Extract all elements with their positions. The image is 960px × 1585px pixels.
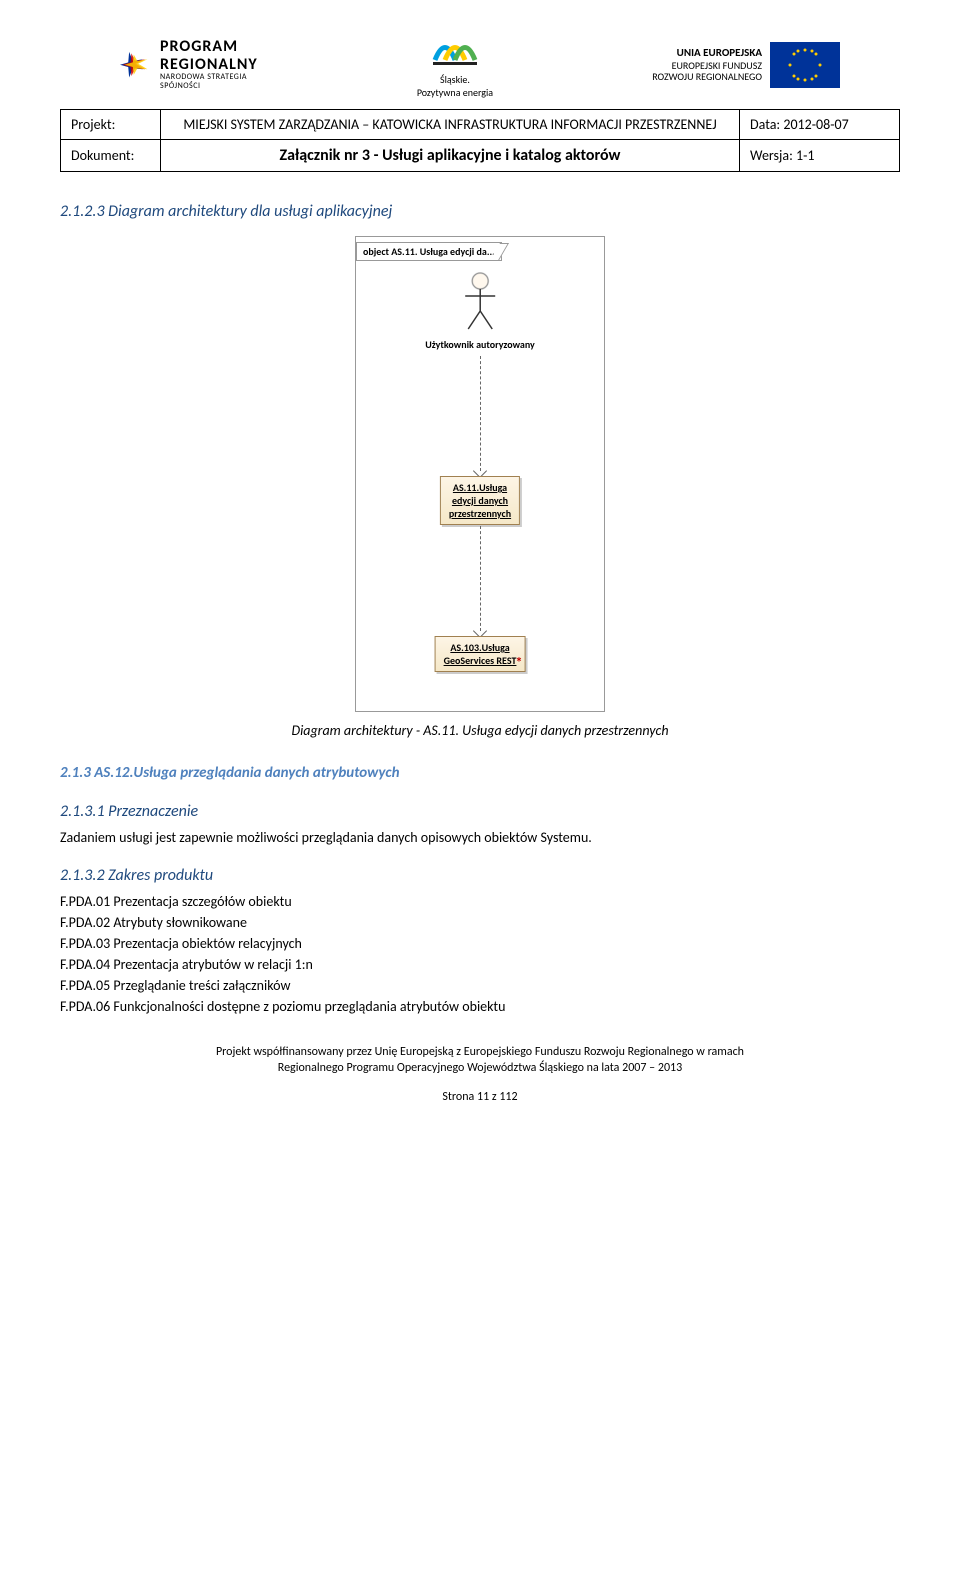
uml-dependency-line — [480, 526, 481, 631]
heading-2-1-3-1: 2.1.3.1 Przeznaczenie — [60, 802, 900, 821]
list-item: F.PDA.04 Prezentacja atrybutów w relacji… — [60, 956, 900, 973]
diagram-caption: Diagram architektury - AS.11. Usługa edy… — [60, 722, 900, 739]
data-cell: Data: 2012-08-07 — [740, 110, 900, 140]
przeznaczenie-text: Zadaniem usługi jest zapewnie możliwości… — [60, 829, 900, 846]
logo-program-line1: PROGRAM — [160, 38, 258, 56]
logo-program-line3: NARODOWA STRATEGIA SPÓJNOŚCI — [160, 73, 258, 91]
program-star-icon — [120, 51, 152, 78]
dokument-label: Dokument: — [61, 140, 161, 172]
logo-eu: UNIA EUROPEJSKA EUROPEJSKI FUNDUSZ ROZWO… — [652, 42, 840, 88]
uml-object-box-as103: AS.103.Usługa GeoServices REST * — [435, 636, 526, 672]
heading-2-1-2-3: 2.1.2.3 Diagram architektury dla usługi … — [60, 202, 900, 221]
footer: Projekt współfinansowany przez Unię Euro… — [60, 1045, 900, 1075]
star-marker-icon: * — [515, 654, 522, 671]
diagram-frame-title: object AS.11. Usługa edycji da... — [356, 242, 502, 261]
list-item: F.PDA.03 Prezentacja obiektów relacyjnyc… — [60, 935, 900, 952]
slask-stripes-icon — [430, 30, 480, 70]
uml-diagram-frame: object AS.11. Usługa edycji da... Użytko… — [355, 236, 605, 712]
uml-actor: Użytkownik autoryzowany — [425, 271, 535, 351]
list-item: F.PDA.05 Przeglądanie treści załączników — [60, 977, 900, 994]
list-item: F.PDA.02 Atrybuty słownikowane — [60, 914, 900, 931]
logo-slask-line2: Pozytywna energia — [417, 86, 493, 99]
dokument-value: Załącznik nr 3 - Usługi aplikacyjne i ka… — [161, 140, 740, 172]
logo-eu-line2: EUROPEJSKI FUNDUSZ — [652, 60, 762, 71]
eu-flag-icon — [770, 42, 840, 88]
uml-dependency-line — [480, 356, 481, 471]
footer-line1: Projekt współfinansowany przez Unię Euro… — [60, 1045, 900, 1059]
page-number: Strona 11 z 112 — [60, 1090, 900, 1104]
document-header-table: Projekt: MIEJSKI SYSTEM ZARZĄDZANIA – KA… — [60, 109, 900, 172]
logo-slask-line1: Śląskie. — [417, 73, 493, 86]
projekt-value: MIEJSKI SYSTEM ZARZĄDZANIA – KATOWICKA I… — [161, 110, 740, 140]
logo-eu-line1: UNIA EUROPEJSKA — [652, 47, 762, 59]
wersja-cell: Wersja: 1-1 — [740, 140, 900, 172]
projekt-label: Projekt: — [61, 110, 161, 140]
heading-2-1-3-2: 2.1.3.2 Zakres produktu — [60, 866, 900, 885]
footer-line2: Regionalnego Programu Operacyjnego Wojew… — [60, 1061, 900, 1075]
logo-program-line2: REGIONALNY — [160, 56, 258, 74]
uml-object-box-as11: AS.11.Usługa edycji danych przestrzennyc… — [440, 476, 520, 525]
logo-eu-line3: ROZWOJU REGIONALNEGO — [652, 71, 762, 82]
table-row: Projekt: MIEJSKI SYSTEM ZARZĄDZANIA – KA… — [61, 110, 900, 140]
document-page: PROGRAM REGIONALNY NARODOWA STRATEGIA SP… — [0, 0, 960, 1124]
heading-2-1-3: 2.1.3 AS.12.Usługa przeglądania danych a… — [60, 764, 900, 782]
logo-slask: Śląskie. Pozytywna energia — [417, 30, 493, 99]
table-row: Dokument: Załącznik nr 3 - Usługi aplika… — [61, 140, 900, 172]
header-logos-row: PROGRAM REGIONALNY NARODOWA STRATEGIA SP… — [60, 30, 900, 99]
logo-program-regionalny: PROGRAM REGIONALNY NARODOWA STRATEGIA SP… — [120, 38, 258, 91]
list-item: F.PDA.01 Prezentacja szczegółów obiektu — [60, 893, 900, 910]
actor-stickfigure-icon — [460, 271, 500, 331]
diagram-canvas: Użytkownik autoryzowany AS.11.Usługa edy… — [360, 261, 600, 691]
actor-label: Użytkownik autoryzowany — [425, 338, 535, 351]
list-item: F.PDA.06 Funkcjonalności dostępne z pozi… — [60, 998, 900, 1015]
